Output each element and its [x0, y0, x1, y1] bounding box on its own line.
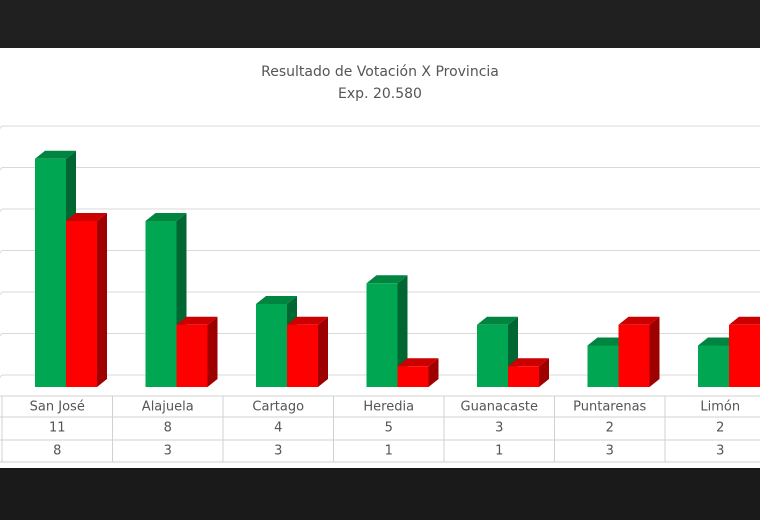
bar-top [508, 358, 549, 367]
x-tick-label: Guanacaste [461, 400, 538, 415]
table-value: 3 [606, 444, 614, 459]
bar-top [477, 316, 518, 325]
table-value: 4 [274, 421, 282, 436]
bar [287, 324, 318, 387]
top-band [0, 0, 760, 48]
table-value: 2 [606, 421, 614, 436]
grid-line [0, 250, 3, 254]
table-value: 11 [49, 421, 66, 436]
bar-top [176, 316, 218, 325]
bar-top [145, 213, 187, 221]
bar-top [729, 316, 760, 325]
grid-line [0, 291, 3, 296]
bar-top [366, 275, 408, 284]
table-value: 3 [716, 444, 724, 459]
table-value: 8 [164, 421, 172, 436]
grid-line [0, 333, 3, 337]
bar-top [287, 316, 328, 325]
grid-line [0, 208, 3, 213]
bar-side [649, 316, 660, 387]
bar [729, 324, 760, 387]
table-value: 1 [495, 444, 503, 459]
bar-side [397, 275, 408, 387]
x-tick-label: Alajuela [142, 400, 194, 415]
grid-line [0, 125, 3, 130]
chart-subtitle: Exp. 20.580 [338, 86, 422, 102]
bar [145, 221, 177, 387]
bar [698, 345, 729, 387]
chart-title: Resultado de Votación X Provincia [261, 64, 499, 80]
grid-line [0, 167, 3, 171]
bar [256, 304, 287, 387]
bar-top [256, 296, 297, 304]
bar [397, 366, 429, 387]
bar-side [207, 316, 218, 387]
bar-side [428, 358, 439, 387]
table-value: 5 [385, 421, 393, 436]
table-value: 1 [385, 444, 393, 459]
bar-top [618, 316, 660, 325]
table-value: 8 [53, 444, 61, 459]
bar [35, 158, 66, 387]
bar-top [35, 150, 76, 159]
bar [366, 283, 398, 387]
x-tick-label: Cartago [252, 400, 304, 415]
x-tick-label: San José [30, 400, 85, 415]
table-value: 3 [495, 421, 503, 436]
x-tick-label: Puntarenas [573, 400, 646, 415]
table-value: 3 [164, 444, 172, 459]
bar [618, 324, 650, 387]
chart-area [0, 48, 760, 468]
table-value: 3 [274, 444, 282, 459]
bar-top [587, 337, 629, 346]
bar-side [539, 358, 549, 387]
bar [477, 324, 508, 387]
bar [66, 221, 97, 387]
bar-side [318, 316, 328, 387]
bar-side [97, 213, 107, 387]
x-tick-label: Heredia [363, 400, 414, 415]
grid-line [0, 374, 3, 379]
table-value: 2 [716, 421, 724, 436]
bottom-band [0, 468, 760, 520]
bar [176, 324, 208, 387]
bar-top [66, 213, 107, 221]
x-tick-label: Limón [700, 400, 740, 415]
bar [587, 345, 619, 387]
bar-top [698, 337, 739, 346]
bar [508, 366, 539, 387]
bar-top [397, 358, 439, 367]
